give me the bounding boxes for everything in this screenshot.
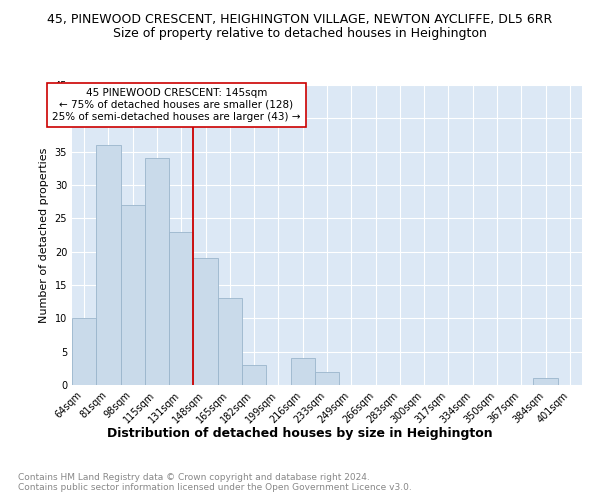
Text: 45, PINEWOOD CRESCENT, HEIGHINGTON VILLAGE, NEWTON AYCLIFFE, DL5 6RR: 45, PINEWOOD CRESCENT, HEIGHINGTON VILLA… (47, 12, 553, 26)
Bar (218, 298, 242, 385)
Bar (96, 145, 121, 385)
Bar (145, 158, 169, 385)
Text: Contains HM Land Registry data © Crown copyright and database right 2024.
Contai: Contains HM Land Registry data © Crown c… (18, 472, 412, 492)
Text: 45 PINEWOOD CRESCENT: 145sqm
← 75% of detached houses are smaller (128)
25% of s: 45 PINEWOOD CRESCENT: 145sqm ← 75% of de… (52, 88, 301, 122)
Bar (290, 358, 315, 385)
Text: Size of property relative to detached houses in Heighington: Size of property relative to detached ho… (113, 28, 487, 40)
Bar (242, 365, 266, 385)
Bar (121, 205, 145, 385)
Bar (169, 232, 193, 385)
Bar (193, 258, 218, 385)
Text: Distribution of detached houses by size in Heighington: Distribution of detached houses by size … (107, 428, 493, 440)
Bar (315, 372, 339, 385)
Y-axis label: Number of detached properties: Number of detached properties (39, 148, 49, 322)
Bar (72, 318, 96, 385)
Bar (533, 378, 558, 385)
